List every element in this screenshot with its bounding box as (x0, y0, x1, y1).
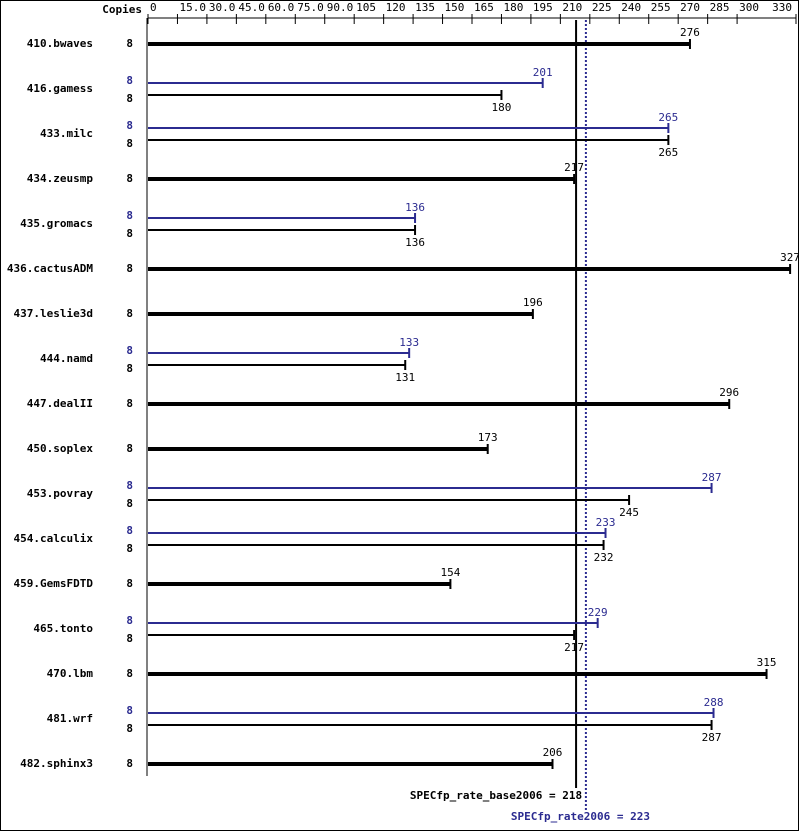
value-label: 154 (440, 566, 460, 579)
value-label: 206 (543, 746, 563, 759)
benchmark-label: 459.GemsFDTD (14, 577, 94, 590)
copies-label: 8 (126, 542, 133, 555)
copies-label: 8 (126, 524, 133, 537)
value-label: 217 (564, 161, 584, 174)
copies-label: 8 (126, 262, 133, 275)
copies-label: 8 (126, 37, 133, 50)
x-tick-label: 90.0 (327, 1, 354, 14)
x-tick-label: 15.0 (179, 1, 206, 14)
value-label: 136 (405, 201, 425, 214)
value-label: 245 (619, 506, 639, 519)
x-tick-label: 300 (739, 1, 759, 14)
value-label: 173 (478, 431, 498, 444)
value-label: 232 (594, 551, 614, 564)
copies-label: 8 (126, 704, 133, 717)
value-label: 327 (780, 251, 799, 264)
benchmark-label: 482.sphinx3 (20, 757, 93, 770)
x-tick-label: 285 (710, 1, 730, 14)
x-tick-label: 225 (592, 1, 612, 14)
copies-label: 8 (126, 137, 133, 150)
x-tick-label: 165 (474, 1, 494, 14)
copies-label: 8 (126, 307, 133, 320)
x-tick-label: 270 (680, 1, 700, 14)
copies-label: 8 (126, 362, 133, 375)
copies-label: 8 (126, 614, 133, 627)
copies-label: 8 (126, 344, 133, 357)
x-tick-label: 150 (445, 1, 465, 14)
benchmark-label: 416.gamess (27, 82, 93, 95)
benchmark-label: 433.milc (40, 127, 93, 140)
benchmark-label: 435.gromacs (20, 217, 93, 230)
benchmark-label: 434.zeusmp (27, 172, 94, 185)
copies-label: 8 (126, 479, 133, 492)
x-tick-label: 240 (621, 1, 641, 14)
x-tick-label: 60.0 (268, 1, 295, 14)
value-label: 217 (564, 641, 584, 654)
value-label: 133 (399, 336, 419, 349)
x-tick-label: 120 (386, 1, 406, 14)
x-tick-label: 75.0 (297, 1, 324, 14)
reference-label: SPECfp_rate_base2006 = 218 (410, 789, 582, 802)
value-label: 229 (588, 606, 608, 619)
value-label: 288 (704, 696, 724, 709)
benchmark-label: 444.namd (40, 352, 93, 365)
x-tick-label: 255 (651, 1, 671, 14)
value-label: 287 (702, 471, 722, 484)
value-label: 131 (395, 371, 415, 384)
copies-label: 8 (126, 667, 133, 680)
benchmark-label: 453.povray (27, 487, 94, 500)
value-label: 265 (658, 111, 678, 124)
copies-label: 8 (126, 497, 133, 510)
copies-header: Copies (102, 3, 142, 16)
benchmark-label: 436.cactusADM (7, 262, 93, 275)
copies-label: 8 (126, 227, 133, 240)
x-tick-label: 0 (150, 1, 157, 14)
x-tick-label: 135 (415, 1, 435, 14)
benchmark-label: 481.wrf (47, 712, 93, 725)
copies-label: 8 (126, 172, 133, 185)
reference-label: SPECfp_rate2006 = 223 (511, 810, 650, 823)
x-tick-label: 105 (356, 1, 376, 14)
value-label: 315 (757, 656, 777, 669)
copies-label: 8 (126, 209, 133, 222)
benchmark-label: 465.tonto (33, 622, 93, 635)
copies-label: 8 (126, 74, 133, 87)
x-tick-label: 195 (533, 1, 553, 14)
copies-label: 8 (126, 92, 133, 105)
value-label: 180 (492, 101, 512, 114)
copies-label: 8 (126, 757, 133, 770)
x-tick-label: 330 (772, 1, 792, 14)
value-label: 296 (719, 386, 739, 399)
copies-label: 8 (126, 632, 133, 645)
benchmark-label: 450.soplex (27, 442, 94, 455)
x-tick-label: 210 (562, 1, 582, 14)
value-label: 233 (596, 516, 616, 529)
copies-label: 8 (126, 397, 133, 410)
x-tick-label: 30.0 (209, 1, 236, 14)
x-tick-label: 45.0 (238, 1, 265, 14)
value-label: 287 (702, 731, 722, 744)
benchmark-label: 410.bwaves (27, 37, 93, 50)
x-tick-label: 180 (503, 1, 523, 14)
benchmark-label: 470.lbm (47, 667, 94, 680)
benchmark-label: 447.dealII (27, 397, 93, 410)
value-label: 265 (658, 146, 678, 159)
copies-label: 8 (126, 577, 133, 590)
benchmark-label: 454.calculix (14, 532, 94, 545)
benchmark-label: 437.leslie3d (14, 307, 93, 320)
value-label: 136 (405, 236, 425, 249)
copies-label: 8 (126, 119, 133, 132)
copies-label: 8 (126, 442, 133, 455)
value-label: 201 (533, 66, 553, 79)
copies-label: 8 (126, 722, 133, 735)
value-label: 276 (680, 26, 700, 39)
value-label: 196 (523, 296, 543, 309)
